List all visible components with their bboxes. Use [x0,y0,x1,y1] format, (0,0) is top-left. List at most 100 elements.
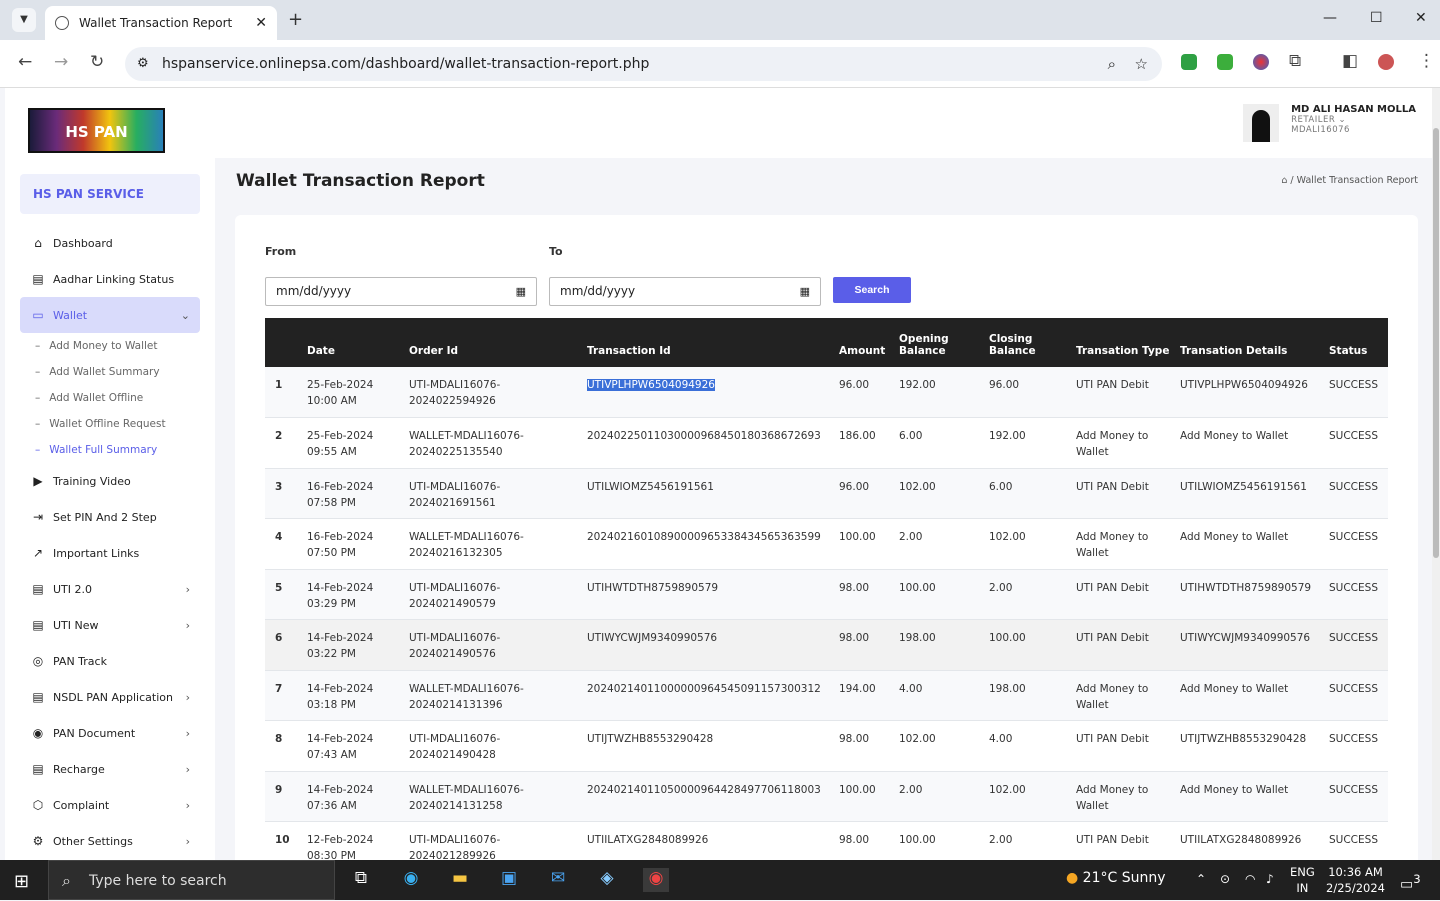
submenu-item[interactable]: – Add Money to Wallet [20,333,200,359]
submenu-item[interactable]: – Wallet Full Summary [20,437,200,463]
reload-button[interactable]: ↻ [90,52,105,72]
mail-icon[interactable]: ✉ [550,868,566,888]
wifi-icon[interactable]: ◠ [1245,872,1256,886]
sidebar-item-set-pin-and-2-step[interactable]: ⇥ Set PIN And 2 Step [20,499,200,535]
site-settings-icon[interactable]: ⚙ [137,56,149,71]
sidebar-item-aadhar-linking-status[interactable]: ▤ Aadhar Linking Status [20,261,200,297]
cell-transaction-id: UTIVPLHPW6504094926 [583,367,835,418]
clock[interactable]: 10:36 AM 2/25/2024 [1326,864,1385,896]
cell-transaction-type: UTI PAN Debit [1072,468,1176,519]
user-role[interactable]: RETAILER ⌄ [1291,115,1347,125]
table-row[interactable]: 3 16-Feb-2024 07:58 PM UTI-MDALI16076-2024… [265,468,1388,519]
submenu-item[interactable]: – Add Wallet Summary [20,359,200,385]
submenu-item[interactable]: – Add Wallet Offline [20,385,200,411]
bookmark-star-icon[interactable]: ☆ [1134,55,1148,73]
notifications-icon[interactable]: ▭3 [1400,872,1421,893]
header-amount[interactable]: Amount [835,318,895,367]
from-date-input[interactable]: mm/dd/yyyy ▦ [265,277,537,306]
sidebar-item-pan-document[interactable]: ◉ PAN Document › [20,715,200,751]
color-extension-icon[interactable] [1253,54,1269,70]
store-icon[interactable]: ▣ [500,868,518,888]
weather-widget[interactable]: ● 21°C Sunny [1066,870,1166,886]
cell-row-number: 7 [265,670,303,721]
minimize-button[interactable]: — [1323,10,1337,26]
calendar-icon[interactable]: ▦ [799,285,810,298]
tab-search-button[interactable]: ▼ [12,8,36,32]
url-bar[interactable]: ⚙ hspanservice.onlinepsa.com/dashboard/w… [125,47,1162,81]
volume-icon[interactable]: ♪ [1266,872,1274,886]
close-window-button[interactable]: ✕ [1415,10,1427,26]
header-status[interactable]: Status [1325,318,1388,367]
sidebar-item-training-video[interactable]: ▶ Training Video [20,463,200,499]
close-tab-icon[interactable]: ✕ [255,15,267,31]
new-tab-button[interactable]: + [288,9,304,30]
location-icon: ◉ [32,726,44,740]
shield-extension-icon[interactable] [1181,54,1197,70]
table-row[interactable]: 7 14-Feb-2024 03:18 PM WALLET-MDALI16076-2… [265,670,1388,721]
table-row[interactable]: 1 25-Feb-2024 10:00 AM UTI-MDALI16076-2024… [265,367,1388,418]
extensions-puzzle-icon[interactable]: ⧉ [1289,51,1302,71]
tray-chevron-icon[interactable]: ⌃ [1196,872,1207,886]
sidebar-item-nsdl-pan-application[interactable]: ▤ NSDL PAN Application › [20,679,200,715]
avatar[interactable] [1243,104,1280,142]
page-scrollbar[interactable] [1432,88,1440,860]
table-row[interactable]: 5 14-Feb-2024 03:29 PM UTI-MDALI16076-2024… [265,569,1388,620]
closing-balance-text: 100.00 [989,632,1026,644]
sidebar-item-complaint[interactable]: ⬡ Complaint › [20,787,200,823]
sidebar-item-other-settings[interactable]: ⚙ Other Settings › [20,823,200,859]
calendar-icon[interactable]: ▦ [515,285,526,298]
transaction-id-text: UTIILATXG2848089926 [587,834,709,846]
network-icon[interactable]: ⊙ [1220,872,1231,886]
menu-kebab-icon[interactable]: ⋮ [1418,51,1435,71]
header-date[interactable]: Date [303,318,405,367]
user-profile[interactable]: MD ALI HASAN MOLLA RETAILER ⌄ MDALI16076 [1243,104,1416,142]
table-row[interactable]: 9 14-Feb-2024 07:36 AM WALLET-MDALI16076-2… [265,771,1388,822]
extension-icon[interactable] [1217,54,1233,70]
search-button[interactable]: Search [833,277,911,303]
cell-opening-balance: 6.00 [895,417,985,469]
header-row-number[interactable] [265,318,303,367]
back-button[interactable]: ← [18,52,33,72]
submenu-item[interactable]: – Wallet Offline Request [20,411,200,437]
browser-tab[interactable]: Wallet Transaction Report ✕ [45,6,277,40]
chrome-icon[interactable]: ◉ [643,868,669,892]
sidebar-item-recharge[interactable]: ▤ Recharge › [20,751,200,787]
header-opening-balance[interactable]: Opening Balance [895,318,985,367]
language-indicator[interactable]: ENG IN [1290,864,1315,896]
sidebar-item-dashboard[interactable]: ⌂ Dashboard [20,225,200,261]
document-icon: ▤ [32,582,44,596]
maximize-button[interactable]: ☐ [1370,10,1383,26]
header-transaction-details[interactable]: Transation Details [1176,318,1325,367]
sidebar-item-important-links[interactable]: ↗ Important Links [20,535,200,571]
home-icon[interactable]: ⌂ [1281,175,1288,186]
scrollbar-thumb[interactable] [1433,128,1439,558]
edge-icon[interactable]: ◉ [403,868,419,888]
table-row[interactable]: 8 14-Feb-2024 07:43 AM UTI-MDALI16076-2024… [265,720,1388,772]
sidebar-item-uti-2-0[interactable]: ▤ UTI 2.0 › [20,571,200,607]
file-explorer-icon[interactable]: ▬ [451,868,469,888]
logo[interactable]: HS PAN SERVICE [28,108,165,186]
sidebar-item-uti-new[interactable]: ▤ UTI New › [20,607,200,643]
transaction-type-text: UTI PAN Debit [1076,733,1149,745]
taskbar-search[interactable]: ⌕ Type here to search [48,860,335,900]
table-row[interactable]: 4 16-Feb-2024 07:50 PM WALLET-MDALI16076-2… [265,518,1388,570]
table-row[interactable]: 6 14-Feb-2024 03:22 PM UTI-MDALI16076-2024… [265,619,1388,671]
header-transaction-id[interactable]: Transaction Id [583,318,835,367]
chevron-down-icon[interactable]: ⌄ [180,308,190,322]
table-row[interactable]: 2 25-Feb-2024 09:55 AM WALLET-MDALI16076-2… [265,417,1388,469]
header-transaction-type[interactable]: Transation Type [1072,318,1176,367]
sidebar-item-pan-track[interactable]: ◎ PAN Track [20,643,200,679]
header-order-id[interactable]: Order Id [405,318,583,367]
transaction-id-text: UTIHWTDTH8759890579 [587,581,719,594]
header-closing-balance[interactable]: Closing Balance [985,318,1072,367]
side-panel-icon[interactable]: ◧ [1342,51,1359,71]
task-view-icon[interactable]: ⧉ [354,868,368,888]
profile-avatar[interactable] [1378,54,1394,70]
zoom-icon[interactable]: ⌕ [1107,55,1116,73]
app-icon[interactable]: ◈ [600,868,614,888]
forward-button[interactable]: → [54,52,69,72]
sidebar-item-wallet[interactable]: ▭ Wallet ⌄ [20,297,200,333]
windows-start-icon[interactable]: ⊞ [14,871,30,892]
to-date-input[interactable]: mm/dd/yyyy ▦ [549,277,821,306]
date-text: 2/25/2024 [1326,881,1385,895]
